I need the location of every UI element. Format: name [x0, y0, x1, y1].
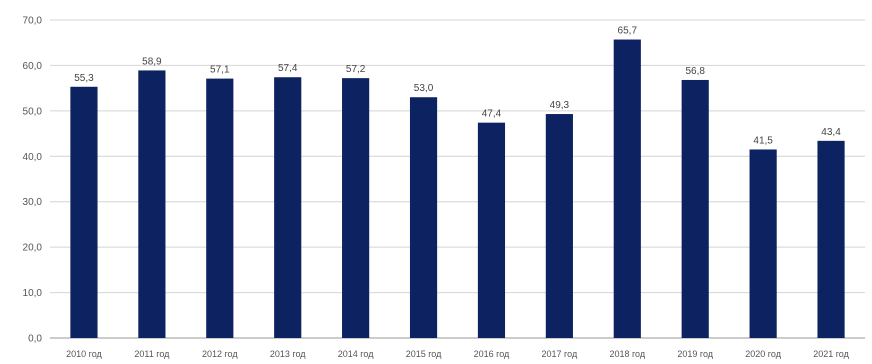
x-axis-labels: 2010 год 2011 год 2012 год 2013 год 2014 год…: [66, 349, 849, 359]
bars: [70, 39, 845, 339]
bar: [206, 78, 234, 339]
bar: [274, 77, 302, 339]
data-label: 56,8: [685, 66, 705, 77]
category-label: 2012 год: [202, 349, 238, 359]
category-label: 2015 год: [406, 349, 442, 359]
data-label: 49,3: [550, 100, 570, 111]
y-tick-label: 10,0: [23, 288, 43, 299]
data-label: 41,5: [753, 135, 773, 146]
y-tick-label: 30,0: [23, 197, 43, 208]
y-tick-label: 0,0: [28, 334, 42, 345]
data-label: 55,3: [74, 73, 94, 84]
bar: [681, 79, 709, 339]
category-label: 2016 год: [474, 349, 510, 359]
bar: [613, 39, 641, 338]
y-tick-label: 20,0: [23, 243, 43, 254]
bar: [477, 122, 506, 338]
bar: [545, 114, 573, 338]
bar: [409, 97, 438, 338]
data-label: 57,1: [210, 65, 230, 76]
data-label: 58,9: [142, 56, 162, 67]
y-axis: 0,0 10,0 20,0 30,0 40,0 50,0 60,0 70,0: [23, 16, 43, 345]
bar: [817, 140, 845, 338]
bar: [70, 86, 98, 338]
bar: [342, 78, 370, 339]
category-label: 2021 год: [813, 349, 849, 359]
data-label: 43,4: [821, 127, 841, 138]
y-tick-label: 40,0: [23, 152, 43, 163]
bar: [749, 149, 777, 338]
category-label: 2020 год: [745, 349, 781, 359]
y-tick-label: 70,0: [23, 16, 43, 27]
category-label: 2014 год: [338, 349, 374, 359]
data-label: 57,2: [346, 64, 366, 75]
category-label: 2018 год: [609, 349, 645, 359]
data-labels: 55,3 58,9 57,1 57,4 57,2 53,0 47,4 49,3 65,7 56,8…: [74, 26, 841, 147]
category-label: 2019 год: [677, 349, 713, 359]
bar: [138, 70, 166, 338]
category-label: 2011 год: [134, 349, 170, 359]
y-tick-label: 50,0: [23, 106, 43, 117]
category-label: 2010 год: [66, 349, 102, 359]
data-label: 65,7: [618, 26, 638, 37]
y-tick-label: 60,0: [23, 61, 43, 72]
grid-lines: [50, 19, 865, 339]
category-label: 2013 год: [270, 349, 306, 359]
data-label: 47,4: [482, 109, 502, 120]
data-label: 53,0: [414, 83, 434, 94]
category-label: 2017 год: [542, 349, 578, 359]
data-label: 57,4: [278, 63, 298, 74]
